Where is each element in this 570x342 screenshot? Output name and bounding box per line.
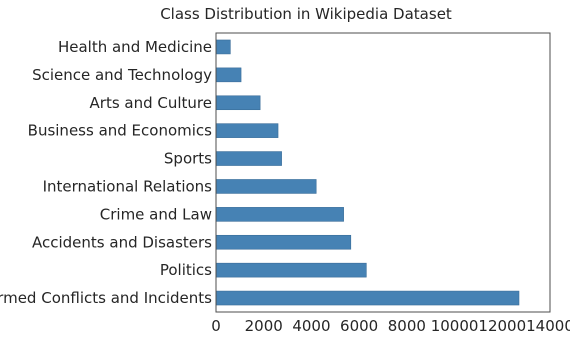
category-label: Arts and Culture [90,94,212,112]
x-tick-label: 10000 [431,317,479,335]
bar-arts-and-culture [215,95,261,111]
category-label: Business and Economics [28,122,213,140]
category-label: Armed Conflicts and Incidents [0,289,212,307]
bar-crime-and-law [215,207,344,222]
x-tick-label: 14000 [526,317,570,335]
category-label: Health and Medicine [58,38,212,56]
category-label: Politics [160,261,212,279]
x-tick-label: 6000 [340,317,378,335]
bar-business-and-economics [215,123,279,138]
bar-sports [215,151,282,166]
x-tick-label: 4000 [292,317,330,335]
bar-armed-conflicts-and-incidents [215,290,520,306]
bar-international-relations [215,179,317,194]
category-label: Crime and Law [100,205,212,223]
x-tick-label: 12000 [478,317,526,335]
x-tick-label: 0 [211,317,221,335]
category-labels: Health and Medicine Science and Technolog… [0,38,212,307]
bar-health-and-medicine [215,39,231,55]
category-label: Science and Technology [32,66,212,84]
bar-accidents-and-disasters [215,234,352,250]
x-tick-label: 8000 [388,317,426,335]
bar-science-and-technology [215,67,242,83]
category-label: Accidents and Disasters [32,233,212,251]
bars-group [215,39,520,306]
bar-politics [215,262,367,278]
plot-frame [215,32,551,313]
category-label: Sports [164,150,212,168]
chart-title: Class Distribution in Wikipedia Dataset [160,5,452,23]
category-label: International Relations [43,177,213,195]
x-axis-ticks: 0 2000 4000 6000 8000 10000 12000 14000 [211,317,570,335]
x-tick-label: 2000 [245,317,283,335]
